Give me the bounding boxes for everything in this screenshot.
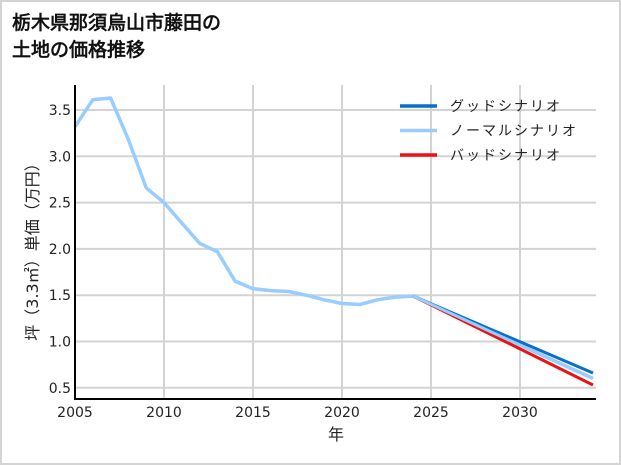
x-tick-label: 2020: [324, 405, 360, 421]
chart-title-line2: 土地の価格推移: [12, 39, 146, 61]
axes: [74, 85, 596, 400]
x-tick-label: 2010: [146, 405, 182, 421]
x-tick-label: 2015: [235, 405, 271, 421]
data-lines: [73, 96, 594, 387]
chart-title: 栃木県那須烏山市藤田の 土地の価格推移: [12, 10, 221, 64]
y-tick-label: 2.0: [49, 242, 71, 258]
y-axis-label: 坪（3.3㎡）単価（万円）: [23, 155, 42, 340]
y-tick-label: 0.5: [49, 381, 71, 397]
y-tick-label: 1.5: [49, 288, 71, 304]
chart-title-line1: 栃木県那須烏山市藤田の: [12, 12, 222, 34]
legend-label: ノーマルシナリオ: [450, 124, 578, 140]
series-line-1: [73, 96, 594, 381]
x-tick-label: 2030: [502, 405, 538, 421]
x-axis-label: 年: [328, 425, 344, 444]
x-tick-label: 2005: [57, 405, 93, 421]
series-line-normal-projection: [412, 294, 594, 380]
legend-label: グッドシナリオ: [450, 99, 562, 115]
y-tick-label: 3.0: [49, 149, 71, 165]
x-tick-label: 2025: [413, 405, 449, 421]
y-tick-label: 3.5: [49, 103, 71, 119]
tick-labels: 2005 2010 2015 2020 2025 2030 0.5 1.0 1.5 2.0 2.5 3…: [49, 103, 538, 421]
y-tick-label: 1.0: [49, 335, 71, 351]
y-tick-label: 2.5: [49, 196, 71, 212]
legend-label: バッドシナリオ: [450, 148, 562, 164]
